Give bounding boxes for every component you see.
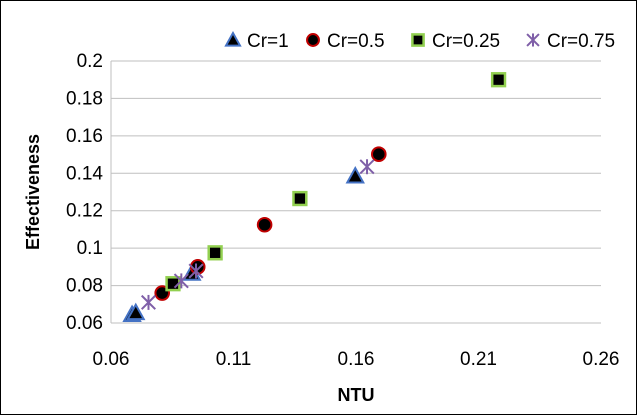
legend-label: Cr=0.75: [547, 31, 615, 52]
axes: [110, 61, 601, 324]
tick-labels: 0.06 0.08 0.1 0.12 0.14 0.16 0.18 0.2 0.06 0.11 0.…: [66, 51, 619, 370]
x-tick-label: 0.26: [583, 349, 620, 370]
data-point-series-1: [126, 302, 146, 321]
data-point-series-1: [345, 166, 365, 184]
data-point-series-4: [359, 159, 375, 175]
y-axis-title: Effectiveness: [23, 134, 43, 250]
legend-label: Cr=1: [247, 31, 289, 52]
legend: Cr=1 Cr=0.5 Cr=0.25 Cr=0.75: [224, 30, 615, 52]
y-tick-label: 0.06: [66, 313, 103, 334]
data-point-series-3: [207, 245, 223, 261]
y-tick-label: 0.16: [66, 126, 103, 147]
data-point-series-3: [490, 72, 507, 88]
data-point-series-4: [173, 273, 189, 289]
y-tick-label: 0.2: [77, 51, 103, 72]
x-tick-label: 0.21: [460, 349, 497, 370]
x-axis-title: NTU: [338, 385, 375, 405]
legend-label: Cr=0.5: [327, 31, 385, 52]
data-points: [122, 72, 507, 322]
x-tick-label: 0.06: [93, 349, 130, 370]
y-tick-label: 0.18: [66, 88, 103, 109]
legend-marker-series-1: [224, 30, 242, 47]
x-tick-label: 0.16: [338, 349, 375, 370]
data-point-series-4: [188, 263, 204, 279]
y-tick-label: 0.14: [66, 163, 103, 184]
y-tick-label: 0.08: [66, 276, 103, 297]
legend-marker-series-4: [526, 33, 540, 47]
data-point-series-3: [292, 190, 308, 207]
legend-marker-series-2: [306, 33, 320, 47]
legend-label: Cr=0.25: [432, 31, 500, 52]
data-point-series-2: [256, 216, 273, 233]
y-tick-label: 0.1: [77, 238, 103, 259]
y-tick-label: 0.12: [66, 201, 103, 222]
data-point-series-4: [140, 294, 156, 310]
x-tick-label: 0.11: [216, 349, 252, 370]
legend-marker-series-3: [411, 33, 425, 47]
data-point-series-2: [370, 146, 387, 162]
